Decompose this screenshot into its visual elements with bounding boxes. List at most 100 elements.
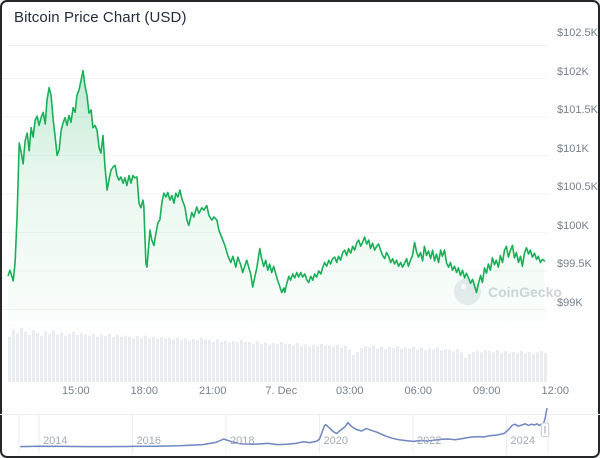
volume-bar xyxy=(536,352,539,382)
volume-bar xyxy=(528,351,531,382)
volume-bar xyxy=(364,346,367,382)
volume-bar xyxy=(472,351,475,382)
volume-bar xyxy=(484,350,487,382)
volume-bar xyxy=(120,336,123,382)
volume-bar xyxy=(288,343,291,382)
y-axis-label: $102.5K xyxy=(557,27,598,39)
volume-bar xyxy=(292,345,295,382)
y-axis-label: $100.5K xyxy=(557,181,598,193)
y-axis-label: $99.5K xyxy=(557,258,592,270)
x-axis-label: 18:00 xyxy=(130,385,159,397)
volume-bar xyxy=(248,342,251,382)
navigator-track[interactable] xyxy=(19,415,548,453)
volume-bar xyxy=(304,344,307,382)
volume-bar xyxy=(348,349,351,382)
volume-bar xyxy=(524,353,527,382)
volume-bar xyxy=(92,333,95,382)
volume-bar xyxy=(496,350,499,382)
volume-bar xyxy=(140,337,143,382)
volume-bar xyxy=(64,335,67,382)
volume-bar xyxy=(68,333,71,382)
volume-bar xyxy=(240,339,243,382)
volume-bar xyxy=(132,338,135,382)
volume-bar xyxy=(356,352,359,382)
volume-bar xyxy=(176,337,179,382)
x-axis-label: 12:00 xyxy=(541,385,569,397)
volume-bar xyxy=(8,336,11,382)
volume-bar xyxy=(428,348,431,382)
volume-bar xyxy=(96,336,99,382)
volume-bar xyxy=(48,333,51,382)
volume-bar xyxy=(512,351,515,382)
volume-bar xyxy=(264,342,267,382)
volume-bar xyxy=(28,335,31,382)
volume-bar xyxy=(184,338,187,382)
volume-bar xyxy=(188,340,191,382)
volume-bar xyxy=(384,349,387,382)
price-pane-hover-area[interactable] xyxy=(2,50,547,382)
volume-bar xyxy=(424,350,427,382)
price-line xyxy=(7,69,546,294)
volume-bar xyxy=(544,352,547,382)
volume-bar xyxy=(408,348,411,382)
volume-bar xyxy=(112,337,115,382)
y-axis-label: $99K xyxy=(557,296,583,309)
volume-bar xyxy=(60,332,63,382)
volume-bar xyxy=(244,341,247,382)
volume-bar xyxy=(296,343,299,382)
x-axis-label: 03:00 xyxy=(335,385,364,397)
volume-bar xyxy=(24,331,27,382)
volume-bar xyxy=(420,348,423,382)
navigator-year-label: 2022 xyxy=(417,435,442,447)
volume-bar xyxy=(104,336,107,382)
volume-bar xyxy=(312,344,315,382)
price-area xyxy=(8,70,545,322)
volume-bar xyxy=(88,335,91,382)
volume-bar xyxy=(460,352,463,382)
y-axis-label: $101.5K xyxy=(557,104,598,116)
volume-bar xyxy=(432,349,435,382)
volume-bar xyxy=(492,352,495,382)
volume-bar xyxy=(328,345,331,382)
volume-bar xyxy=(232,341,235,382)
volume-bar xyxy=(252,343,255,382)
volume-bar xyxy=(380,346,383,382)
volume-bar xyxy=(444,349,447,382)
x-axis-label: 09:00 xyxy=(472,385,501,397)
navigator-year-label: 2020 xyxy=(323,435,348,447)
volume-bar xyxy=(172,339,175,382)
volume-bar xyxy=(168,337,171,382)
volume-bar xyxy=(220,342,223,382)
volume-bar xyxy=(236,342,239,382)
volume-bar xyxy=(488,350,491,382)
volume-bar xyxy=(352,355,355,382)
volume-bar xyxy=(164,338,167,382)
volume-bar xyxy=(136,336,139,382)
volume-bar xyxy=(72,331,75,382)
volume-bar xyxy=(192,338,195,382)
y-axis-label: $102K xyxy=(557,65,589,78)
volume-bar xyxy=(344,345,347,382)
volume-bar xyxy=(320,343,323,382)
chart-title: Bitcoin Price Chart (USD) xyxy=(14,9,187,26)
volume-bar xyxy=(256,341,259,382)
volume-bar xyxy=(200,337,203,382)
volume-bar xyxy=(144,335,147,382)
volume-bar xyxy=(224,340,227,382)
volume-bar xyxy=(448,349,451,382)
volume-bar xyxy=(76,335,79,382)
navigator-year-label: 2016 xyxy=(136,435,161,447)
volume-bar xyxy=(388,346,391,382)
volume-bar xyxy=(504,351,507,382)
volume-bar xyxy=(332,346,335,382)
volume-bar xyxy=(464,357,467,382)
volume-bar xyxy=(340,347,343,382)
volume-bar xyxy=(376,348,379,382)
volume-bar xyxy=(456,349,459,382)
volume-bar xyxy=(180,339,183,382)
x-axis-label: 7. Dec xyxy=(265,385,298,397)
volume-bar xyxy=(300,345,303,382)
volume-bar xyxy=(160,337,163,382)
